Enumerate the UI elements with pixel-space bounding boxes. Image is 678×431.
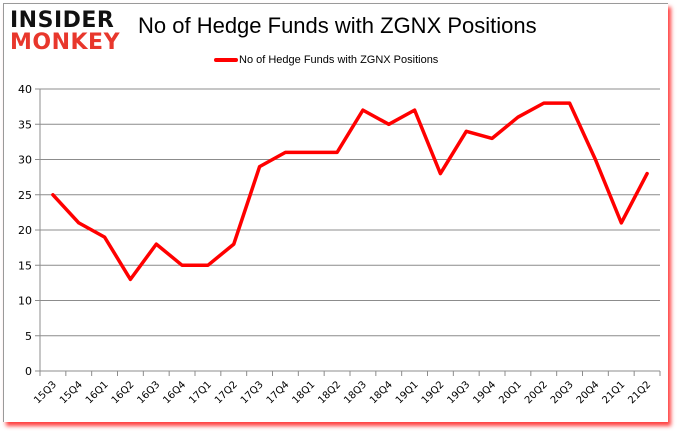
y-tick-label: 30 [18, 154, 32, 167]
x-tick-label: 17Q2 [213, 379, 240, 406]
x-tick-label: 16Q1 [84, 379, 111, 406]
x-tick-label: 19Q1 [394, 379, 421, 406]
y-tick-label: 25 [18, 189, 32, 202]
y-tick-label: 10 [18, 295, 32, 308]
x-tick-label: 19Q4 [471, 379, 498, 406]
x-tick-label: 20Q2 [523, 379, 550, 406]
logo-line2: MONKEY [10, 30, 121, 55]
x-tick-label: 17Q4 [265, 379, 292, 406]
y-axis: 0 5 10 15 20 25 30 35 40 [18, 83, 41, 378]
x-tick-label: 21Q2 [626, 379, 653, 406]
insider-monkey-logo: INSIDER MONKEY [10, 10, 126, 54]
x-tick-label: 19Q2 [420, 379, 447, 406]
legend-label: No of Hedge Funds with ZGNX Positions [239, 54, 439, 66]
y-tick-label: 20 [18, 224, 32, 237]
gridlines [35, 88, 660, 372]
x-tick-label: 15Q4 [58, 379, 85, 406]
y-tick-label: 5 [25, 330, 32, 343]
x-tick-label: 18Q4 [368, 379, 395, 406]
x-tick-label: 15Q3 [32, 379, 59, 406]
x-tick-label: 16Q3 [136, 379, 163, 406]
y-tick-label: 35 [18, 118, 32, 131]
x-tick-label: 17Q1 [187, 379, 214, 406]
chart-frame [3, 3, 668, 422]
y-tick-label: 0 [25, 365, 32, 378]
x-tick-label: 17Q3 [239, 379, 266, 406]
x-tick-label: 20Q3 [549, 379, 576, 406]
x-tick-label: 18Q3 [342, 379, 369, 406]
chart-legend: No of Hedge Funds with ZGNX Positions [214, 53, 438, 67]
y-tick-label: 40 [18, 83, 32, 96]
x-tick-label: 16Q2 [110, 379, 137, 406]
x-axis: 15Q315Q416Q116Q216Q316Q417Q117Q217Q317Q4… [32, 371, 661, 406]
series-line [51, 101, 649, 282]
x-tick-label: 20Q4 [575, 379, 602, 406]
chart-title: No of Hedge Funds with ZGNX Positions [138, 13, 537, 38]
y-tick-label: 15 [18, 259, 32, 272]
x-tick-label: 21Q1 [601, 379, 628, 406]
logo-line1: INSIDER [10, 8, 115, 33]
x-tick-label: 18Q1 [291, 379, 318, 406]
x-tick-label: 19Q3 [446, 379, 473, 406]
x-tick-label: 16Q4 [161, 379, 188, 406]
x-tick-label: 20Q1 [497, 379, 524, 406]
x-tick-label: 18Q2 [316, 379, 343, 406]
legend-line-swatch [214, 58, 238, 62]
